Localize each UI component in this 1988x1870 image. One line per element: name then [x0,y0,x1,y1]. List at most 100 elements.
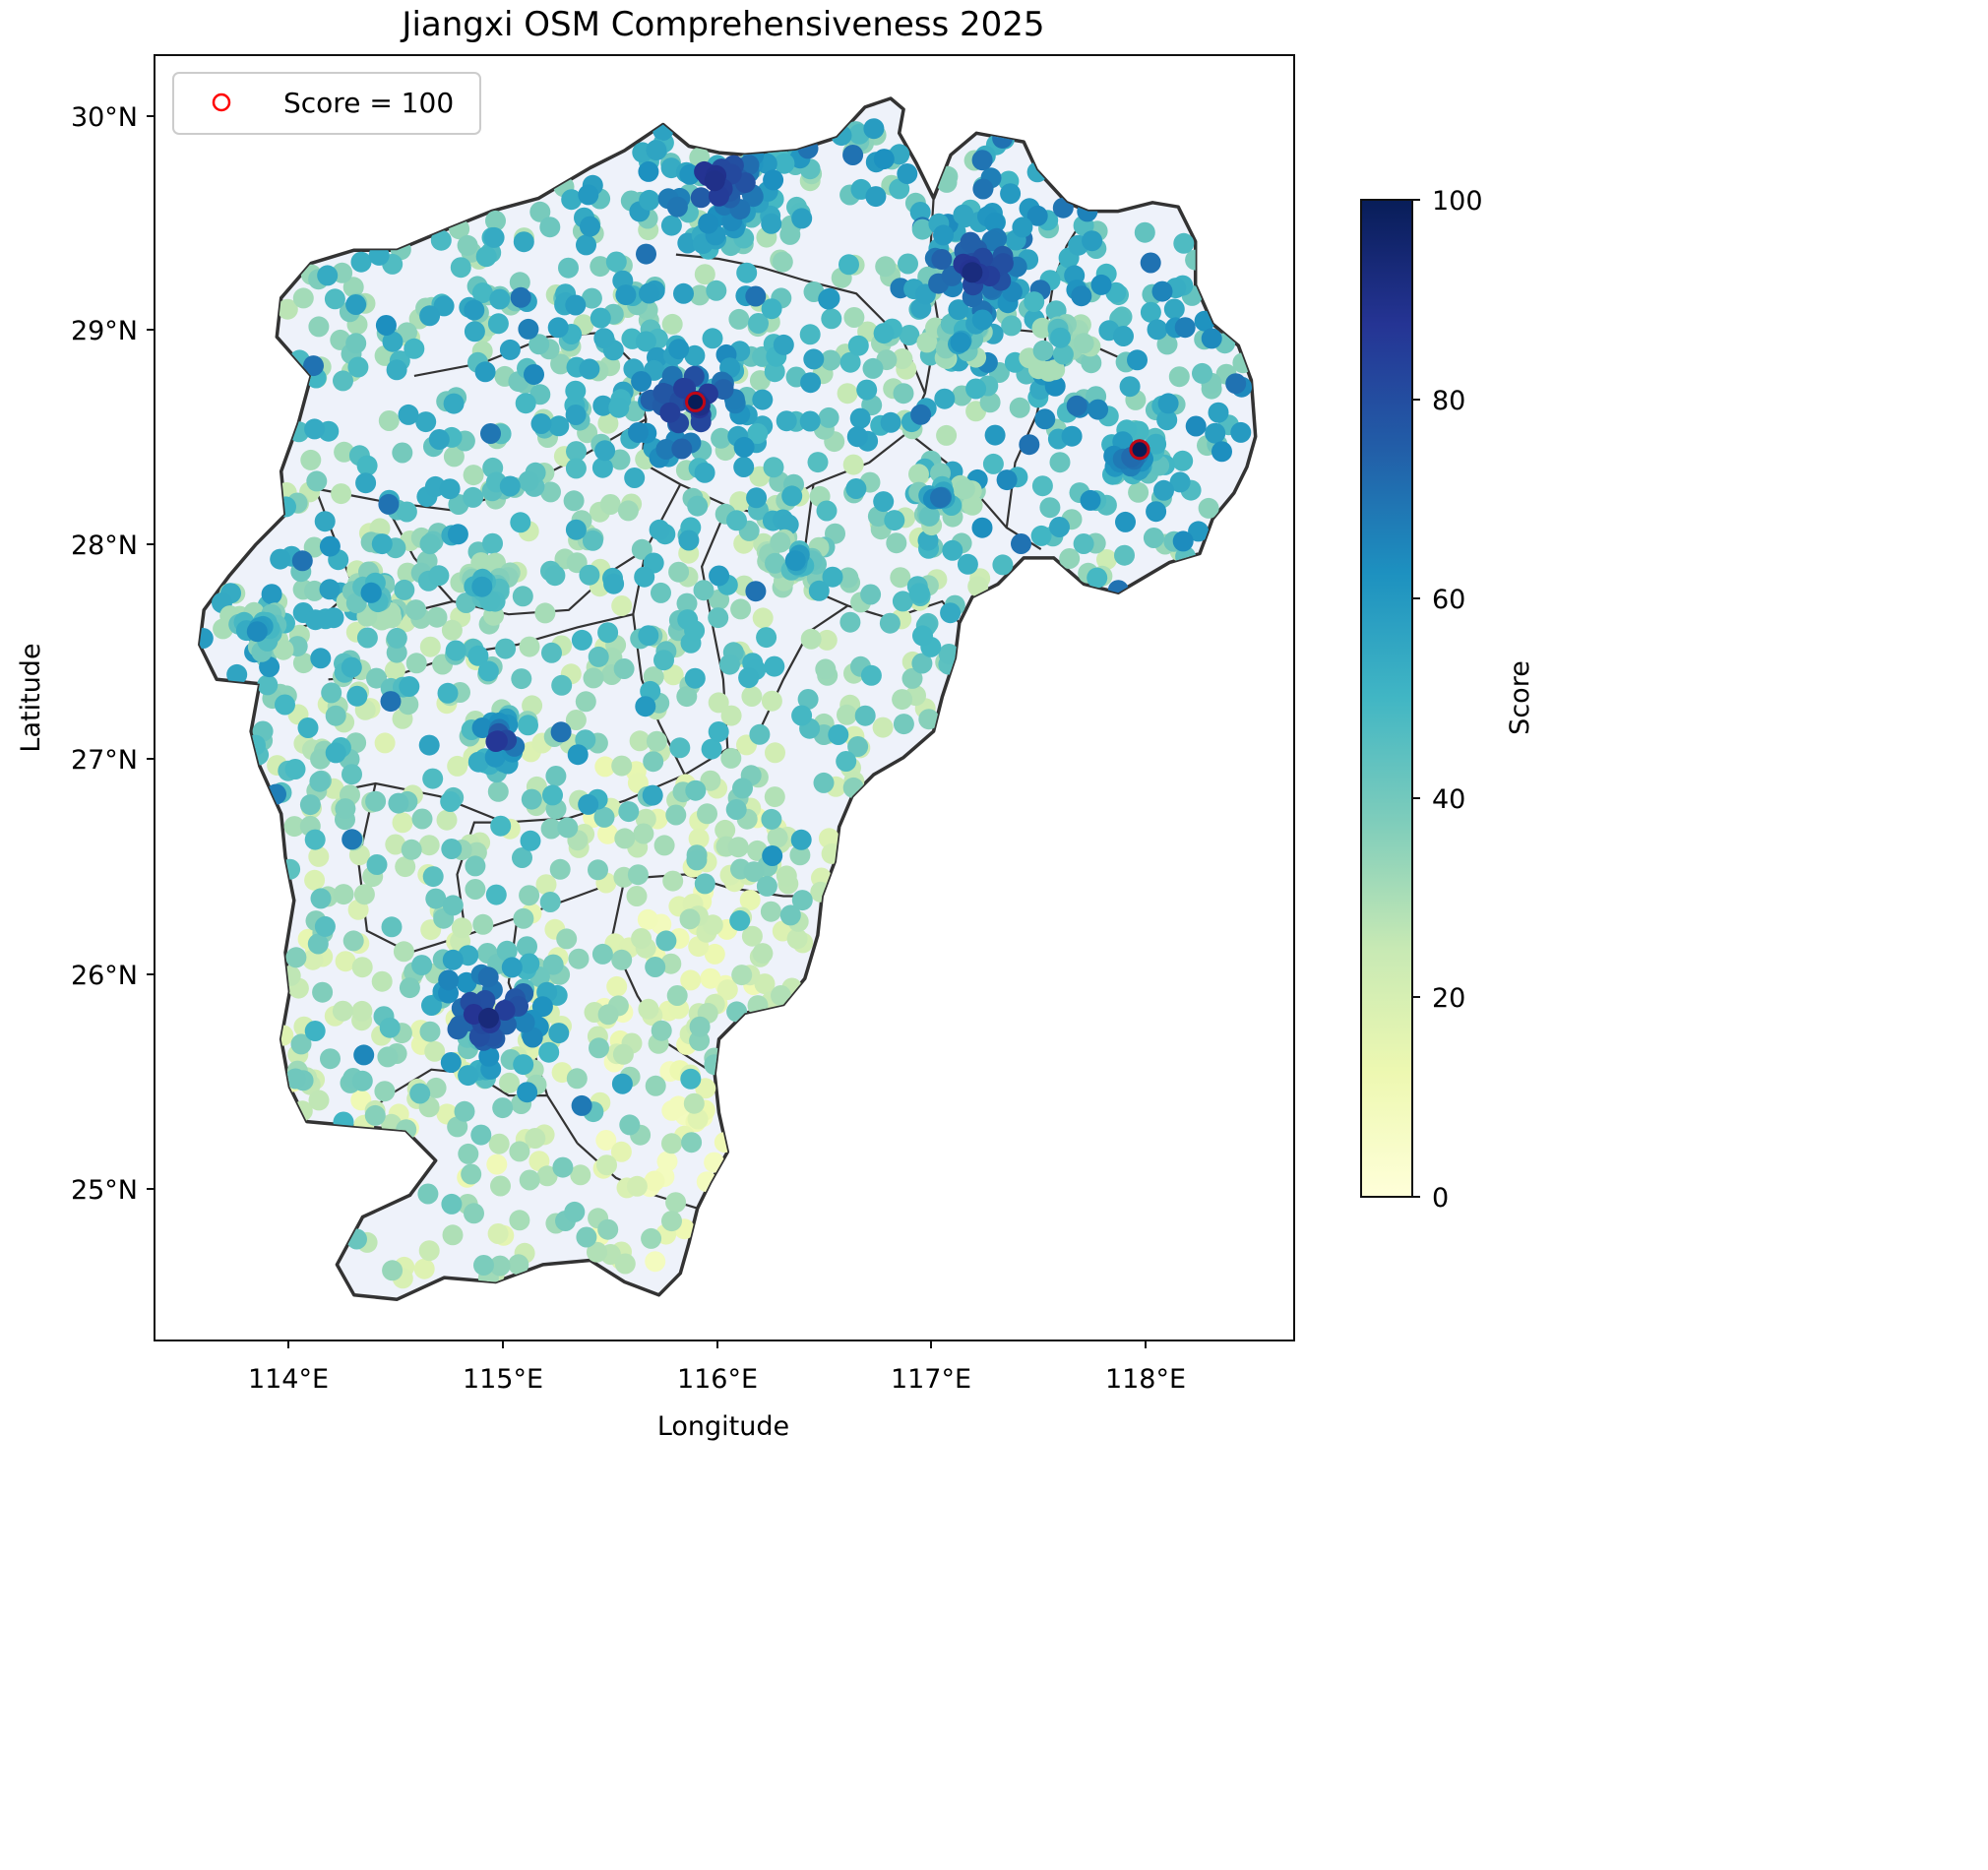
score-point [308,845,330,867]
score-point [818,406,839,428]
score-point [1205,422,1226,444]
score-point [473,1255,494,1276]
score-point [656,1151,678,1172]
score-point [918,505,940,527]
score-point [519,953,540,974]
score-point [470,1124,492,1146]
score-point [791,208,813,229]
score-point [606,975,628,997]
score-point [596,1154,617,1176]
score-point [683,1092,705,1114]
score-point [487,1223,509,1244]
score-point [508,1254,529,1276]
score-point [843,307,865,328]
score-point [548,415,570,437]
score-point [641,1227,662,1249]
score-point [719,654,740,675]
score-point [856,379,878,401]
score-point [440,1052,462,1073]
score-point [304,1021,326,1041]
score-point [651,1020,672,1041]
score-point [1174,317,1196,339]
score-point [1049,452,1071,473]
score-point [386,359,407,381]
score-point [761,808,782,830]
score-point [860,584,882,605]
score-point [545,766,567,786]
score-point [538,1041,560,1063]
score-point [305,609,326,631]
score-point [511,668,532,690]
score-point [684,344,706,366]
score-point [847,736,869,757]
score-point [676,592,698,614]
score-point [1134,221,1155,243]
score-point [873,323,895,344]
score-point [426,606,448,628]
score-point [411,955,433,976]
score-point [807,452,829,473]
score-point [304,418,326,440]
score-point [447,755,468,777]
score-point [524,364,544,385]
score-point [743,861,765,883]
score-point [440,791,462,812]
score-point [447,1019,468,1040]
score-point [382,1260,404,1281]
score-point [700,770,721,791]
score-point [644,1170,665,1192]
score-point [714,819,736,841]
score-point [1113,326,1134,346]
score-point [1172,450,1194,471]
score-point [1168,366,1190,388]
score-point [323,607,344,629]
score-point [725,799,747,820]
score-point [422,866,444,888]
score-point [948,299,969,321]
score-point [884,510,905,531]
score-point [273,1025,294,1046]
score-point [510,512,531,533]
legend-marker-icon [212,93,231,112]
score-point [1230,421,1252,443]
score-point [638,998,659,1020]
score-point [752,389,774,410]
score-point [257,674,279,696]
score-point [764,786,785,808]
score-point [292,287,314,309]
score-point [350,1090,372,1111]
score-point [984,424,1006,446]
colorbar-tick-label: 40 [1432,784,1465,815]
score-point [1059,548,1081,569]
score-point [892,591,913,612]
score-point [909,202,931,222]
y-tick-label: 28°N [71,530,138,561]
score-point [611,1073,633,1094]
y-tick-label: 27°N [71,745,138,776]
score-point [519,885,540,906]
score-point [464,321,485,343]
legend-box [172,72,481,135]
score-point [590,307,611,329]
score-point [666,196,688,218]
score-point [309,771,331,792]
score-point [745,285,767,307]
score-point [550,721,572,743]
score-point [661,1133,682,1154]
x-tick-label: 118°E [1105,1364,1186,1395]
score-point [308,1090,330,1111]
score-point [971,309,993,331]
score-point [696,1171,717,1193]
score-point [441,1193,463,1215]
score-point [544,565,566,587]
score-point [687,1108,709,1130]
score-point [547,317,569,339]
score-point [484,746,506,768]
score-point [646,730,667,752]
score-point [669,737,691,759]
score-point [552,1156,574,1178]
score-point [761,213,782,234]
score-point [893,383,914,405]
score-point [443,393,465,414]
score-point [971,150,993,171]
